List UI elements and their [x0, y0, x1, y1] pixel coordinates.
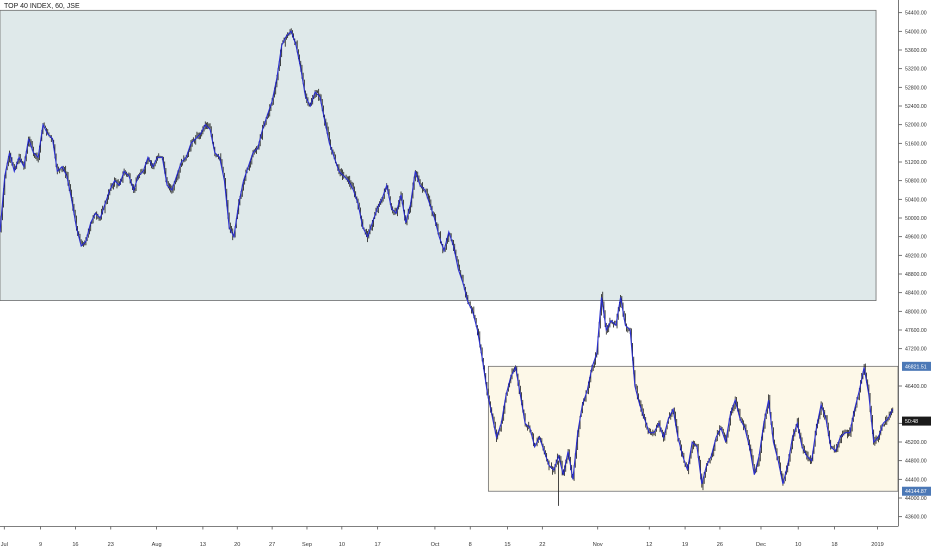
price-label: 46821.51 [905, 364, 927, 370]
y-tick-label: 50000.00 [905, 216, 927, 222]
x-tick-label: 20 [234, 542, 240, 548]
y-tick-label: 45200.00 [905, 440, 927, 446]
chart-title: TOP 40 INDEX, 60, JSE [4, 3, 80, 10]
price-line [0, 30, 894, 485]
y-tick-label: 54400.00 [905, 11, 927, 17]
x-tick-label: 12 [646, 542, 652, 548]
x-tick-label: 23 [108, 542, 114, 548]
y-tick-label: 48400.00 [905, 291, 927, 297]
lower-range-zone [487, 365, 899, 492]
y-tick-label: 49200.00 [905, 253, 927, 259]
x-tick-label: Sep [302, 542, 312, 548]
x-tick-label: 27 [269, 542, 275, 548]
x-tick-label: Aug [152, 542, 162, 548]
y-tick-label: 49600.00 [905, 235, 927, 241]
x-tick-label: 18 [831, 542, 837, 548]
y-tick-label: 52000.00 [905, 123, 927, 129]
x-tick-label: 26 [717, 542, 723, 548]
y-tick-label: 51200.00 [905, 160, 927, 166]
x-tick-label: 8 [469, 542, 472, 548]
y-tick-label: 46400.00 [905, 384, 927, 390]
y-tick-label: 53200.00 [905, 67, 927, 73]
x-tick-label: 22 [539, 542, 545, 548]
x-tick-label: 10 [795, 542, 801, 548]
y-tick-label: 53600.00 [905, 48, 927, 54]
y-tick-label: 54000.00 [905, 29, 927, 35]
y-tick-label: 47200.00 [905, 347, 927, 353]
y-tick-label: 52800.00 [905, 85, 927, 91]
price-label: 50:48 [905, 419, 918, 425]
y-tick-label: 48800.00 [905, 272, 927, 278]
x-tick-label: Oct [431, 542, 440, 548]
upper-supply-zone [0, 9, 877, 301]
x-tick-label: 9 [39, 542, 42, 548]
x-tick-label: 13 [200, 542, 206, 548]
x-tick-label: Dec [756, 542, 766, 548]
price-label-box [902, 416, 931, 426]
y-tick-label: 43600.00 [905, 515, 927, 521]
y-tick-label: 52400.00 [905, 104, 927, 110]
x-tick-label: 19 [682, 542, 688, 548]
x-tick-label: 2019 [871, 542, 883, 548]
x-tick-label: 10 [339, 542, 345, 548]
price-label-box [902, 486, 931, 496]
y-tick-label: 50800.00 [905, 179, 927, 185]
x-tick-label: 15 [504, 542, 510, 548]
x-tick-label: 17 [375, 542, 381, 548]
y-tick-label: 47600.00 [905, 328, 927, 334]
y-tick-label: 51600.00 [905, 141, 927, 147]
x-tick-label: Nov [593, 542, 603, 548]
price-label: 44144.87 [905, 489, 927, 495]
y-tick-label: 50400.00 [905, 197, 927, 203]
y-tick-label: 44800.00 [905, 459, 927, 465]
y-tick-label: 44400.00 [905, 477, 927, 483]
x-tick-label: Jul [1, 542, 8, 548]
y-tick-label: 44000.00 [905, 496, 927, 502]
x-tick-label: 16 [72, 542, 78, 548]
price-label-box [902, 361, 931, 371]
y-tick-label: 48000.00 [905, 309, 927, 315]
